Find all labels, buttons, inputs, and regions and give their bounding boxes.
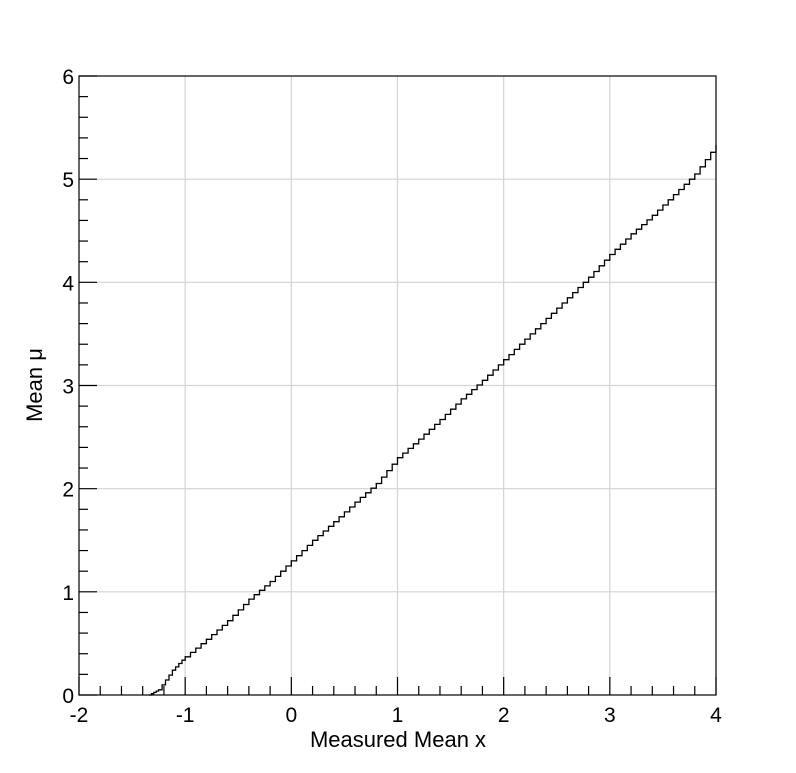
x-tick-label: 3: [604, 704, 616, 727]
x-tick-label: 2: [498, 704, 510, 727]
series-point: [248, 598, 250, 600]
x-tick-label: -2: [70, 704, 89, 727]
series-point: [439, 418, 441, 421]
y-tick-label: 0: [62, 685, 74, 708]
series-point: [184, 656, 186, 658]
y-tick-label: 5: [62, 169, 74, 192]
series-point: [311, 539, 314, 541]
y-tick-label: 4: [62, 272, 74, 295]
series-point: [333, 521, 335, 523]
series-point: [588, 276, 590, 278]
x-tick-label: 4: [710, 704, 722, 727]
y-axis-title: Mean μ: [22, 348, 47, 422]
series-point: [630, 233, 632, 235]
axes: [78, 75, 717, 696]
series-point: [158, 689, 160, 691]
series-point: [354, 501, 356, 503]
x-axis-title: Measured Mean x: [310, 727, 486, 752]
y-tick-label: 1: [62, 582, 74, 605]
series-point: [651, 214, 653, 216]
series-point: [545, 317, 547, 320]
series-point: [609, 253, 611, 256]
series-point: [171, 669, 174, 671]
x-tick-label: 0: [285, 704, 297, 727]
series-point: [290, 560, 292, 562]
series-point: [418, 438, 420, 440]
x-tick-label: -1: [176, 704, 195, 727]
series-group: [148, 144, 717, 696]
y-tick-label: 6: [62, 66, 74, 89]
y-tick-label: 3: [62, 376, 74, 399]
series-point: [503, 359, 505, 361]
series-point: [269, 580, 271, 583]
series-point: [694, 173, 696, 175]
series-point: [205, 638, 207, 640]
series-point: [672, 194, 675, 196]
tick-labels: -2 -1 0 1 2 3 4 0 1 2 3 4 5 6: [62, 66, 722, 727]
series-point: [481, 379, 484, 381]
y-tick-label: 2: [62, 479, 74, 502]
series-point: [566, 297, 568, 299]
x-tick-label: 1: [392, 704, 404, 727]
series-point: [524, 338, 526, 340]
series-point: [227, 620, 229, 622]
series-point: [396, 457, 399, 459]
grid-lines: [79, 76, 716, 695]
series-point: [460, 398, 462, 400]
series-point: [375, 482, 377, 485]
